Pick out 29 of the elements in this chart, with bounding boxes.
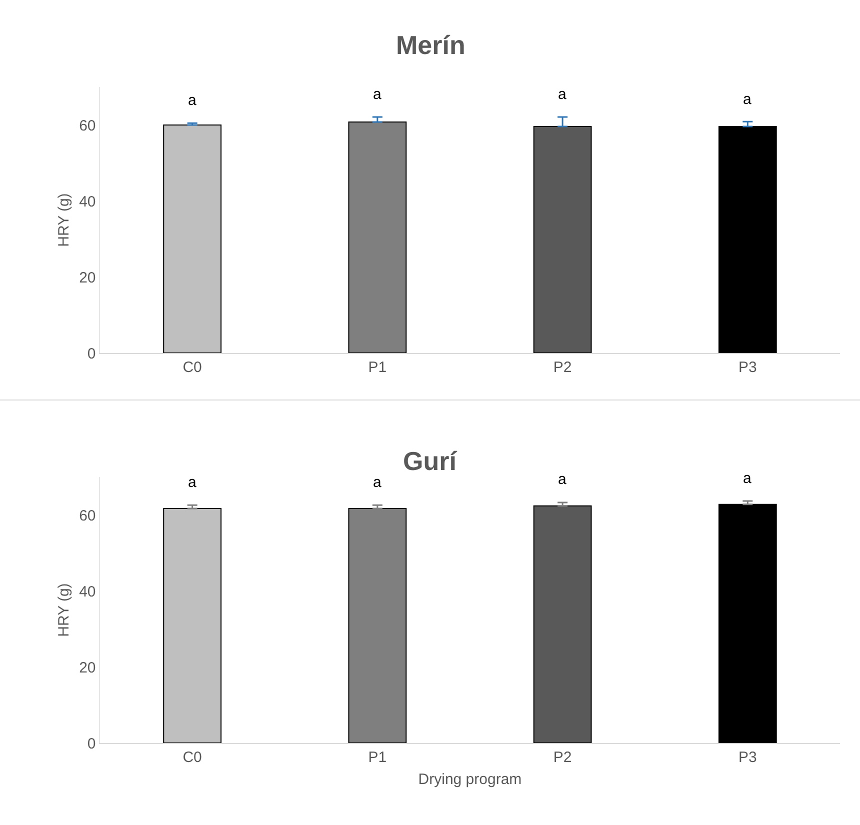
annotation: a: [373, 86, 382, 103]
x-tick-label: C0: [182, 359, 202, 376]
y-tick-label: 60: [79, 507, 96, 524]
y-tick-label: 60: [79, 117, 96, 134]
annotation: a: [743, 470, 752, 487]
annotation: a: [188, 92, 197, 109]
x-tick-label: P2: [553, 359, 572, 376]
chart-title: Gurí: [403, 446, 458, 476]
chart-title: Merín: [396, 30, 466, 60]
x-tick-label: P2: [553, 749, 572, 766]
y-tick-label: 0: [87, 345, 96, 362]
annotation: a: [558, 86, 567, 103]
x-tick-label: C0: [182, 749, 202, 766]
y-tick-label: 20: [79, 269, 96, 286]
y-axis-title: HRY (g): [55, 583, 72, 637]
annotation: a: [373, 474, 382, 491]
y-axis-title: HRY (g): [55, 193, 72, 247]
annotation: a: [558, 471, 567, 488]
y-tick-label: 40: [79, 193, 96, 210]
x-tick-label: P1: [368, 359, 387, 376]
y-tick-label: 40: [79, 583, 96, 600]
x-axis-title: Drying program: [418, 771, 522, 788]
annotation: a: [188, 474, 197, 491]
y-tick-label: 0: [87, 735, 96, 752]
x-tick-label: P3: [738, 359, 757, 376]
x-tick-label: P1: [368, 749, 387, 766]
x-tick-label: P3: [738, 749, 757, 766]
annotation: a: [743, 91, 752, 108]
y-tick-label: 20: [79, 659, 96, 676]
